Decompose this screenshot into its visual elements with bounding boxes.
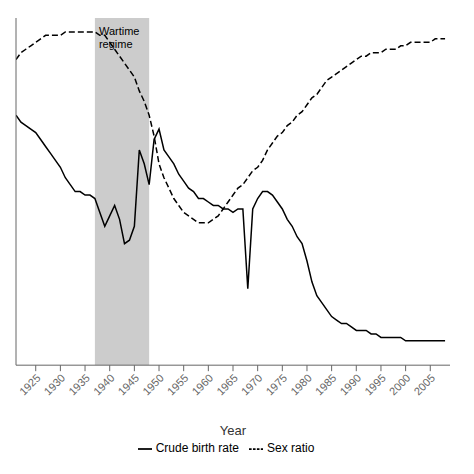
svg-text:1960: 1960 (189, 372, 215, 398)
svg-text:1970: 1970 (239, 372, 265, 398)
svg-text:2005: 2005 (411, 372, 437, 398)
svg-text:1995: 1995 (362, 372, 388, 398)
svg-text:1975: 1975 (263, 372, 289, 398)
svg-text:1955: 1955 (165, 372, 191, 398)
svg-text:1925: 1925 (17, 372, 43, 398)
svg-text:1935: 1935 (66, 372, 92, 398)
svg-text:Year: Year (220, 423, 247, 438)
svg-text:2000: 2000 (387, 372, 413, 398)
html-text:Crude birth rate: Crude birth rate (155, 441, 239, 456)
svg-text:1965: 1965 (214, 372, 240, 398)
svg-text:1945: 1945 (116, 372, 142, 398)
html-text:Sex ratio: Sex ratio (267, 441, 315, 456)
svg-text:1940: 1940 (91, 372, 117, 398)
svg-text:1990: 1990 (337, 372, 363, 398)
svg-text:1930: 1930 (42, 372, 68, 398)
svg-text:Wartimeregime: Wartimeregime (99, 25, 140, 50)
svg-text:1980: 1980 (288, 372, 314, 398)
svg-text:1950: 1950 (140, 372, 166, 398)
svg-text:1985: 1985 (313, 372, 339, 398)
